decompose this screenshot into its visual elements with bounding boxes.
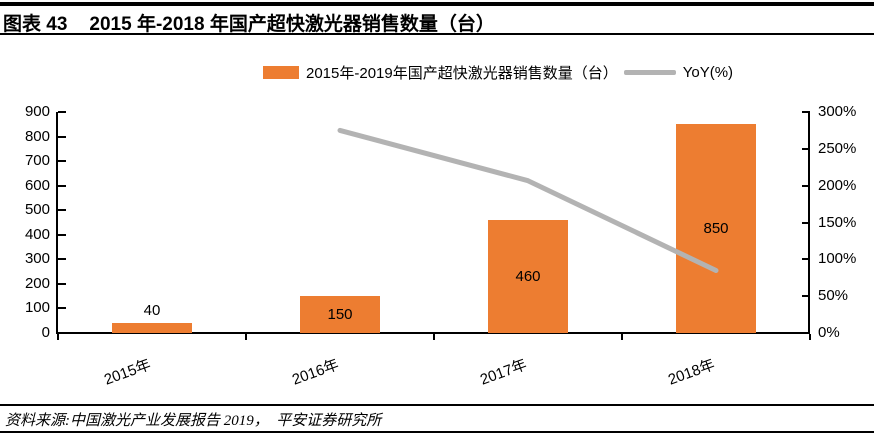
right-y-axis-tick: [802, 295, 810, 298]
figure-number-label: 图表 43: [3, 14, 68, 35]
left-y-axis-label: 700: [24, 152, 50, 170]
left-y-axis-label: 0: [41, 324, 50, 341]
left-y-axis-tick: [58, 258, 66, 261]
bar-value-label: 150: [327, 305, 353, 323]
right-y-axis-tick: [802, 147, 810, 150]
legend-line-label: YoY(%): [682, 64, 734, 81]
right-y-axis-tick: [802, 332, 810, 334]
x-axis-label: 2015年: [101, 356, 154, 389]
left-y-axis-label: 600: [24, 176, 50, 194]
right-y-axis-tick: [802, 258, 810, 261]
left-y-axis-label: 200: [24, 274, 50, 292]
top-rule: [0, 2, 874, 6]
right-y-axis-label: 300%: [818, 103, 857, 120]
right-y-axis-tick: [802, 221, 810, 224]
legend-bar-swatch: [263, 66, 299, 79]
bar-value-label: 850: [703, 219, 729, 237]
right-y-axis-label: 100%: [818, 250, 857, 268]
x-axis-label: 2018年: [665, 356, 718, 389]
right-y-axis-tick: [802, 184, 810, 187]
left-y-axis-tick: [58, 135, 66, 138]
left-y-axis-tick: [58, 307, 66, 310]
left-y-axis-tick: [58, 209, 66, 212]
left-y-axis-label: 900: [24, 103, 50, 120]
left-y-axis-tick: [58, 111, 66, 113]
source-rule-bottom: [0, 431, 874, 433]
left-y-axis-label: 400: [24, 225, 50, 243]
source-note: 资料来源:中国激光产业发展报告 2019， 平安证券研究所: [5, 413, 382, 429]
bar-value-label: 460: [515, 267, 541, 285]
right-y-axis-label: 250%: [818, 139, 857, 157]
right-y-axis-label: 200%: [818, 176, 857, 194]
left-y-axis-tick: [58, 233, 66, 236]
left-y-axis-label: 500: [24, 201, 50, 219]
x-axis-tick: [57, 334, 59, 340]
right-y-axis-label: 150%: [818, 213, 857, 231]
x-axis-line: [56, 332, 810, 334]
bar: [112, 323, 192, 333]
figure-title-text: 2015 年-2018 年国产超快激光器销售数量（台）: [89, 14, 495, 35]
figure-title: 图表 43 2015 年-2018 年国产超快激光器销售数量（台）: [3, 9, 495, 36]
x-axis-tick: [621, 334, 623, 340]
x-axis-tick: [433, 334, 435, 340]
right-y-axis-label: 0%: [818, 324, 840, 341]
x-axis-tick: [809, 334, 811, 340]
x-axis-label: 2016年: [289, 356, 342, 389]
title-rule: [0, 33, 874, 35]
bar-value-label: 40: [143, 302, 161, 320]
left-y-axis-line: [56, 112, 58, 334]
left-y-axis-label: 100: [24, 299, 50, 317]
left-y-axis-label: 300: [24, 250, 50, 268]
left-y-axis-tick: [58, 160, 66, 163]
legend-line-swatch: [623, 70, 676, 75]
x-axis-label: 2017年: [477, 356, 530, 389]
legend: 2015年-2019年国产超快激光器销售数量（台） YoY(%): [263, 62, 733, 83]
source-rule-top: [0, 404, 874, 406]
x-axis-tick: [245, 334, 247, 340]
legend-bar-label: 2015年-2019年国产超快激光器销售数量（台）: [306, 65, 618, 82]
right-y-axis-label: 50%: [818, 287, 849, 305]
bar: [300, 296, 380, 333]
left-y-axis-tick: [58, 282, 66, 285]
right-y-axis-tick: [802, 111, 810, 113]
left-y-axis-tick: [58, 332, 66, 334]
left-y-axis-label: 800: [24, 127, 50, 145]
left-y-axis-tick: [58, 184, 66, 187]
